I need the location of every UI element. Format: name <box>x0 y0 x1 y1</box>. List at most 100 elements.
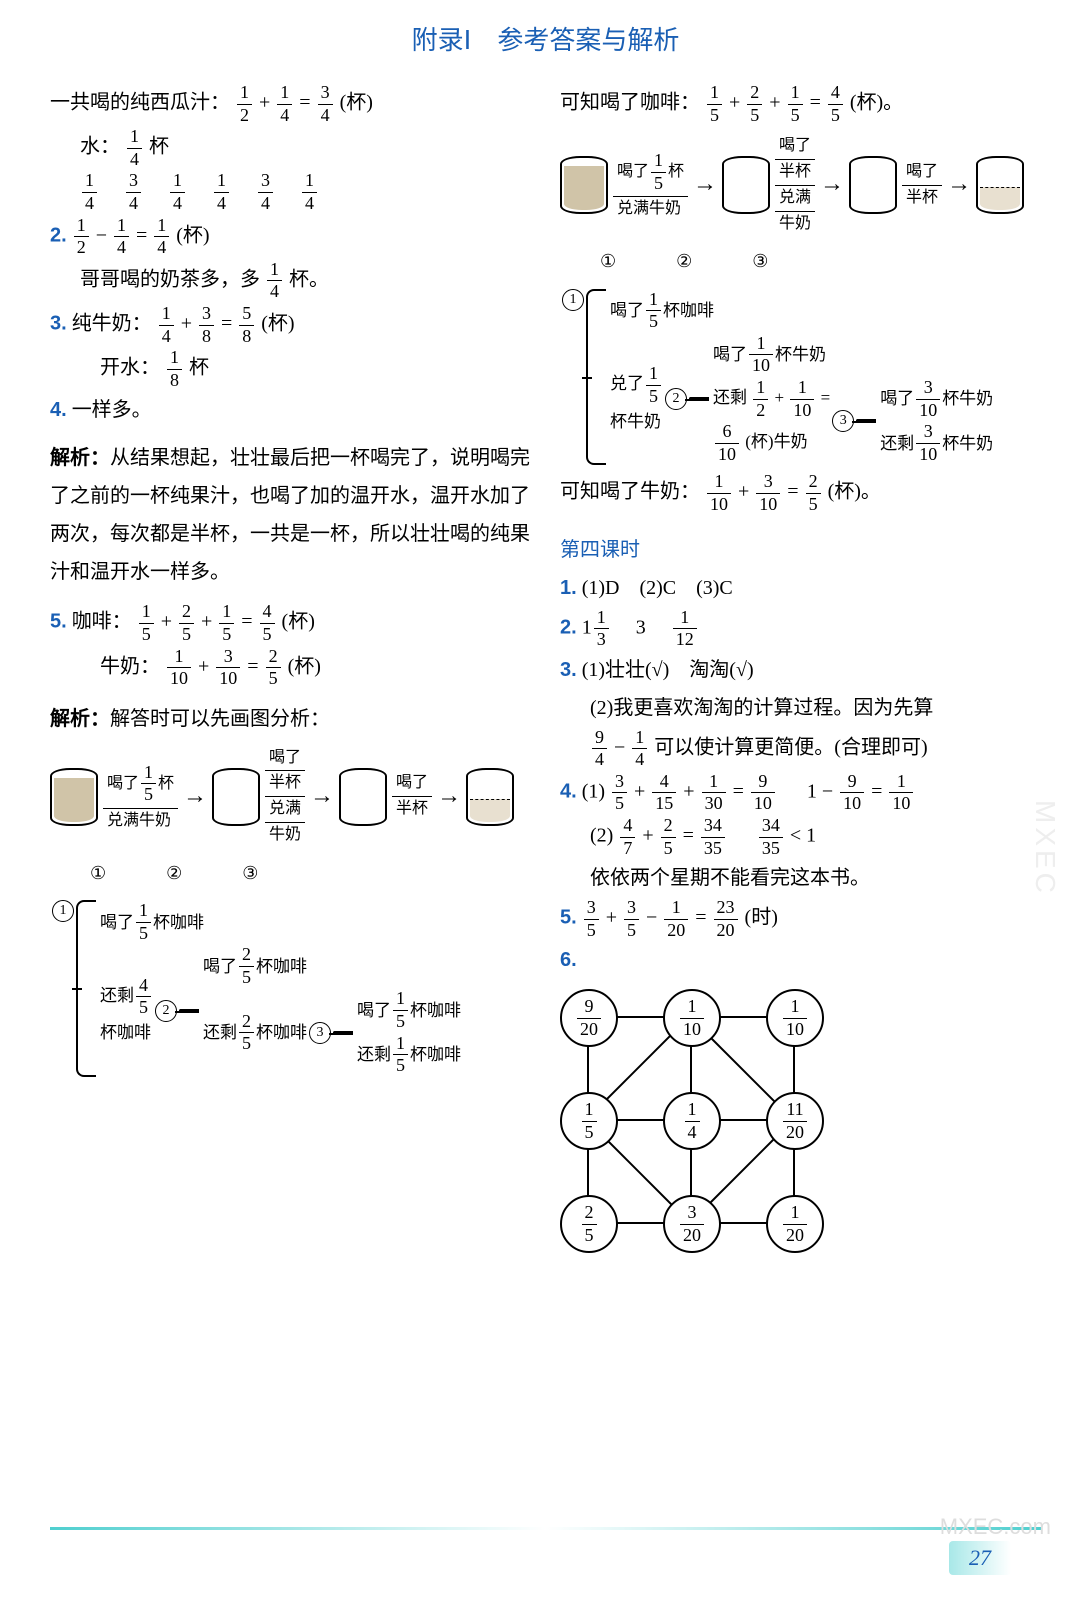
cups-diagram-2: 喝了15杯 兑满牛奶 → 喝了半杯 兑满牛奶 → 喝了半杯 → <box>560 134 1040 236</box>
magic-node: 1120 <box>766 1092 824 1150</box>
frac: 14 <box>302 170 317 214</box>
magic-node: 320 <box>663 1195 721 1253</box>
s4-q4-line: 依依两个星期不能看完这本书。 <box>590 859 1040 897</box>
q4-explain: 解析：从结果想起，壮壮最后把一杯喝完了，说明喝完了之前的一杯纯果汁，也喝了加的温… <box>50 439 530 591</box>
s4-q1: 1. (1)D (2)C (3)C <box>560 569 1040 607</box>
q5: 5. 咖啡： 15 + 25 + 15 = 45 (杯) <box>50 601 530 645</box>
section-4-title: 第四课时 <box>560 531 1040 569</box>
cup-icon <box>212 768 260 826</box>
circle-3: 3 <box>832 410 854 432</box>
qnum-5: 5. <box>50 611 67 633</box>
text: (杯) <box>340 92 373 114</box>
brace-2: 1 喝了 15 杯咖啡 兑了15 杯牛奶 2 <box>560 289 1040 466</box>
l-row3: 14 34 14 14 34 14 <box>80 170 530 214</box>
cup-label: 喝了15杯 兑满牛奶 <box>613 148 688 222</box>
brace-icon <box>586 289 606 466</box>
s4-q4: 4. (1) 35 + 415 + 130 = 910 1 − 910 = 11… <box>560 771 1040 815</box>
frac: 12 <box>74 215 89 259</box>
footer-divider <box>50 1527 1041 1530</box>
arrow-icon: → <box>437 774 461 820</box>
frac: 14 <box>214 170 229 214</box>
brace-icon <box>689 397 709 401</box>
s4-q3-2: (2)我更喜欢淘淘的计算过程。因为先算 94 − 14 可以使计算更简便。(合理… <box>590 689 1040 771</box>
qnum-4: 4. <box>50 399 67 421</box>
text: 一共喝的纯西瓜汁： <box>50 92 230 114</box>
explain-text: 从结果想起，壮壮最后把一杯喝完了，说明喝完了之前的一杯纯果汁，也喝了加的温开水，… <box>50 447 530 583</box>
brace-icon <box>856 419 876 423</box>
explain-label: 解析： <box>50 447 110 469</box>
circle-1: 1 <box>562 289 584 311</box>
cup-icon <box>339 768 387 826</box>
frac: 18 <box>167 347 182 391</box>
magic-node: 110 <box>766 989 824 1047</box>
page-number: 27 <box>949 1541 1011 1575</box>
left-column: 一共喝的纯西瓜汁： 12 + 14 = 34 (杯) 水： 14 杯 14 34… <box>50 82 530 1259</box>
cup-nums: ① ② ③ <box>90 856 530 890</box>
cup-label: 喝了半杯 兑满牛奶 <box>775 134 815 236</box>
s4-q6: 6. 920 110 110 <box>560 941 1040 1249</box>
frac: 14 <box>127 126 142 170</box>
page: 附录Ⅰ 参考答案与解析 MXEC 一共喝的纯西瓜汁： 12 + 14 = 34 … <box>0 0 1091 1600</box>
cup-label: 喝了半杯 <box>902 160 942 211</box>
cup-label: 喝了 半杯 兑满 牛奶 <box>265 746 305 848</box>
s4-q4-2: (2) 47 + 25 = 3435 3435 < 1 <box>590 815 1040 859</box>
qnum-2: 2. <box>50 224 67 246</box>
frac: 14 <box>267 259 282 303</box>
cup-label: 喝了 半杯 <box>392 771 432 822</box>
s4-q5: 5. 35 + 35 − 120 = 2320 (时) <box>560 897 1040 941</box>
circle-3: 3 <box>309 1022 331 1044</box>
magic-node: 920 <box>560 989 618 1047</box>
cup-icon <box>722 156 770 214</box>
columns: 一共喝的纯西瓜汁： 12 + 14 = 34 (杯) 水： 14 杯 14 34… <box>50 82 1041 1259</box>
arrow-icon: → <box>947 162 971 208</box>
magic-node: 25 <box>560 1195 618 1253</box>
frac: 14 <box>159 303 174 347</box>
brace-icon <box>76 900 96 1077</box>
magic-node: 14 <box>663 1092 721 1150</box>
cup-icon <box>466 768 514 826</box>
frac: 58 <box>239 303 254 347</box>
l-line1: 一共喝的纯西瓜汁： 12 + 14 = 34 (杯) <box>50 82 530 126</box>
q2: 2. 12 − 14 = 14 (杯) <box>50 215 530 259</box>
cup-icon <box>849 156 897 214</box>
cup-nums-2: ① ② ③ <box>600 244 1040 278</box>
circle-2: 2 <box>665 388 687 410</box>
circle-2: 2 <box>155 1000 177 1022</box>
text: 水： <box>80 136 120 158</box>
qnum-3: 3. <box>50 313 67 335</box>
circle-1: 1 <box>52 900 74 922</box>
q3-water: 开水： 18 杯 <box>100 347 530 391</box>
arrow-icon: → <box>820 162 844 208</box>
page-title: 附录Ⅰ 参考答案与解析 <box>50 20 1041 57</box>
s4-q2: 2. 113 3 112 <box>560 607 1040 651</box>
l-water: 水： 14 杯 <box>80 126 530 170</box>
frac: 34 <box>318 82 333 126</box>
cup-icon <box>50 768 98 826</box>
frac: 12 <box>237 82 252 126</box>
cup-icon <box>560 156 608 214</box>
q3: 3. 纯牛奶： 14 + 38 = 58 (杯) <box>50 303 530 347</box>
r-mid: 可知喝了牛奶： 110 + 310 = 25 (杯)。 <box>560 471 1040 515</box>
magic-node: 120 <box>766 1195 824 1253</box>
frac: 14 <box>277 82 292 126</box>
arrow-icon: → <box>693 162 717 208</box>
frac: 14 <box>114 215 129 259</box>
watermark-side: MXEC <box>1029 800 1061 897</box>
frac: 14 <box>82 170 97 214</box>
q5-milk: 牛奶： 110 + 310 = 25 (杯) <box>100 646 530 690</box>
frac: 34 <box>258 170 273 214</box>
cup-label: 喝了15杯 兑满牛奶 <box>103 760 178 834</box>
brace-icon <box>333 1031 353 1035</box>
frac: 38 <box>199 303 214 347</box>
s4-q3: 3. (1)壮壮(√) 淘淘(√) <box>560 651 1040 689</box>
magic-square: 920 110 110 15 14 1120 25 320 120 <box>560 989 820 1249</box>
frac: 14 <box>170 170 185 214</box>
cup-icon <box>976 156 1024 214</box>
frac: 14 <box>154 215 169 259</box>
cups-diagram-1: 喝了15杯 兑满牛奶 → 喝了 半杯 兑满 牛奶 → 喝了 半杯 → <box>50 746 530 848</box>
frac: 34 <box>126 170 141 214</box>
brace-content: 喝了 15 杯咖啡 还剩45 杯咖啡 2 喝了 <box>100 900 461 1077</box>
q2-line2: 哥哥喝的奶茶多，多 14 杯。 <box>80 259 530 303</box>
brace-1: 1 喝了 15 杯咖啡 还剩45 杯咖啡 2 <box>50 900 530 1077</box>
q4: 4. 一样多。 <box>50 391 530 429</box>
